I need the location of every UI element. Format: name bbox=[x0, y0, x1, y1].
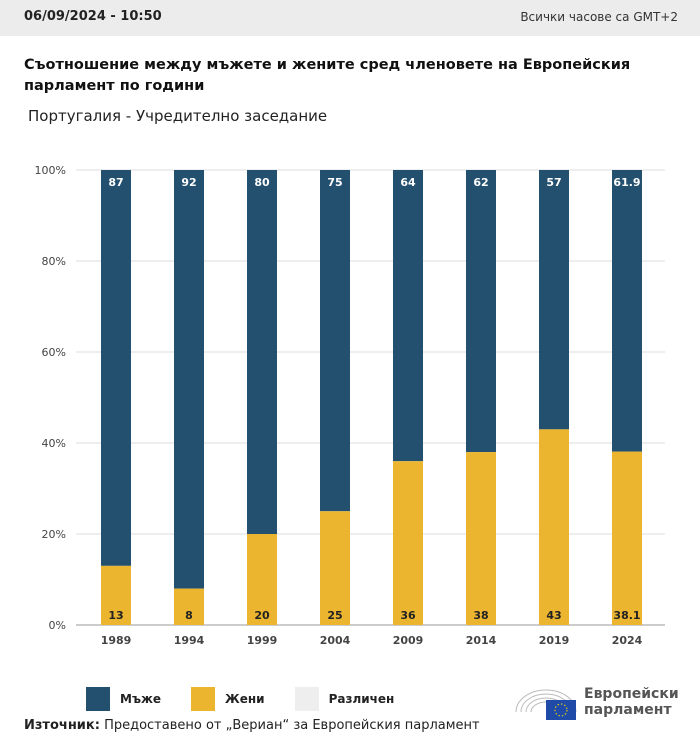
x-tick-label: 1994 bbox=[174, 634, 205, 647]
y-tick-label: 100% bbox=[35, 164, 66, 177]
bar-men bbox=[466, 170, 496, 453]
source-label: Източник: bbox=[24, 718, 100, 733]
legend: Мъже Жени Различен bbox=[86, 687, 424, 711]
data-label-men: 92 bbox=[181, 176, 196, 189]
data-label-women: 25 bbox=[327, 609, 342, 622]
bar-men bbox=[174, 170, 204, 589]
legend-swatch bbox=[294, 687, 319, 711]
bar-men bbox=[101, 170, 131, 566]
date: 06/09/2024 - 10:50 bbox=[24, 9, 162, 24]
legend-swatch bbox=[86, 687, 110, 711]
bar-women bbox=[466, 452, 496, 625]
x-tick-label: 2004 bbox=[320, 634, 351, 647]
x-tick-label: 1999 bbox=[247, 634, 278, 647]
y-tick-label: 20% bbox=[42, 528, 66, 541]
data-label-men: 61.9 bbox=[613, 176, 640, 189]
data-label-men: 80 bbox=[254, 176, 270, 189]
legend-label: Жени bbox=[225, 692, 265, 706]
legend-label: Различен bbox=[328, 692, 395, 706]
top-bar: 06/09/2024 - 10:50 Всички часове са GMT+… bbox=[0, 0, 700, 36]
data-label-women: 13 bbox=[108, 609, 123, 622]
x-tick-label: 2009 bbox=[393, 634, 424, 647]
data-label-men: 87 bbox=[108, 176, 123, 189]
chart-subtitle: Португалия - Учредително заседание bbox=[28, 107, 328, 125]
logo-text-1: Европейски bbox=[584, 686, 679, 702]
x-tick-label: 2019 bbox=[539, 634, 570, 647]
x-tick-label: 1989 bbox=[101, 634, 132, 647]
x-tick-label: 2024 bbox=[612, 634, 643, 647]
data-label-women: 43 bbox=[546, 609, 561, 622]
data-label-men: 62 bbox=[473, 176, 488, 189]
bar-men bbox=[539, 170, 569, 430]
legend-item-women: Жени bbox=[191, 687, 265, 711]
bar-women bbox=[320, 511, 350, 625]
data-label-women: 36 bbox=[400, 609, 416, 622]
bar-women bbox=[612, 451, 642, 625]
data-label-men: 64 bbox=[400, 176, 416, 189]
logo-text-2: парламент bbox=[584, 702, 672, 718]
legend-label: Мъже bbox=[120, 692, 162, 706]
timezone-note: Всички часове са GMT+2 bbox=[520, 10, 678, 24]
bar-chart: 0% 20% 40% 60% 80% 100% 87 13 1989 92 8 1994 80 20 199… bbox=[35, 164, 665, 647]
y-tick-label: 0% bbox=[49, 619, 66, 632]
bar-women bbox=[539, 429, 569, 625]
data-label-women: 8 bbox=[185, 609, 193, 622]
data-label-women: 20 bbox=[254, 609, 270, 622]
bar-women bbox=[247, 534, 277, 625]
source-text: Предоставено от „Вериан“ за Европейския … bbox=[99, 718, 480, 733]
x-tick-label: 2014 bbox=[466, 634, 497, 647]
y-tick-label: 80% bbox=[42, 255, 66, 268]
bar-men bbox=[320, 170, 350, 512]
data-label-men: 57 bbox=[546, 176, 561, 189]
bar-women bbox=[174, 588, 204, 625]
legend-item-men: Мъже bbox=[86, 687, 161, 711]
source-note: Източник: Предоставено от „Вериан“ за Ев… bbox=[24, 718, 480, 733]
y-tick-label: 60% bbox=[42, 346, 66, 359]
parliament-logo-icon bbox=[515, 689, 577, 720]
legend-swatch bbox=[191, 687, 216, 711]
bar-women bbox=[101, 565, 131, 625]
ep-logo: Европейски парламент bbox=[514, 682, 679, 722]
data-label-men: 75 bbox=[327, 176, 342, 189]
bar-women bbox=[393, 461, 423, 625]
data-label-women: 38 bbox=[473, 609, 488, 622]
y-tick-label: 40% bbox=[42, 437, 66, 450]
bar-men bbox=[393, 170, 423, 462]
bar-men bbox=[247, 170, 277, 534]
data-label-women: 38.1 bbox=[613, 609, 640, 622]
bar-men bbox=[612, 170, 642, 452]
legend-item-other: Различен bbox=[294, 687, 395, 711]
chart-title: Съотношение между мъжете и жените сред ч… bbox=[24, 57, 631, 94]
